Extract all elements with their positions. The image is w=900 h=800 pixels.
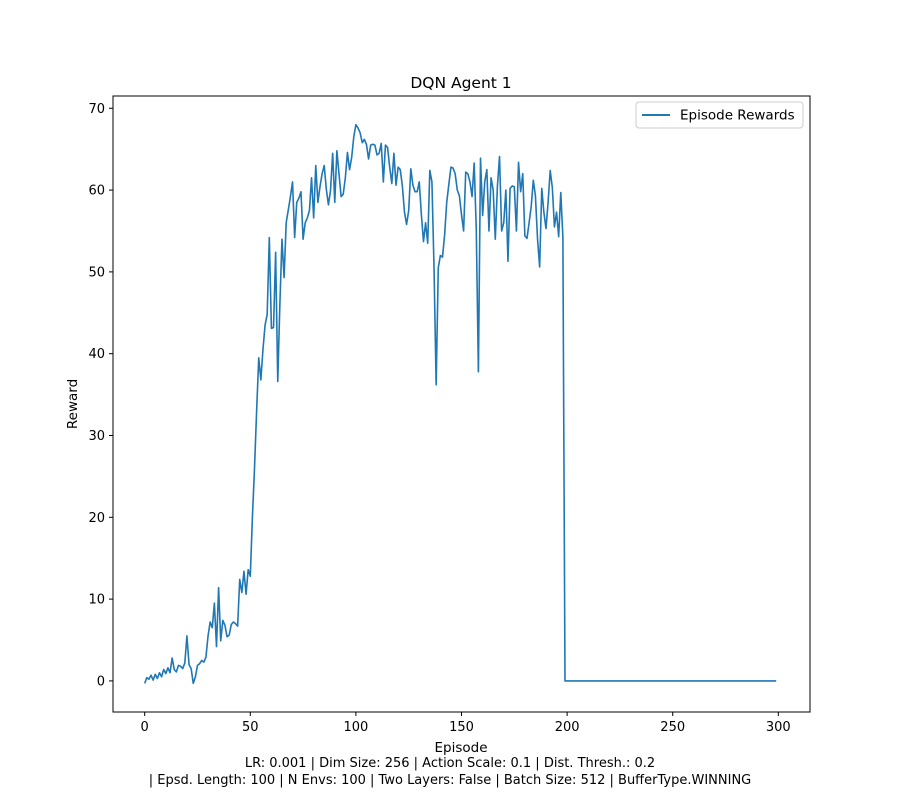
y-tick-label: 20 (88, 511, 105, 526)
y-tick-label: 40 (88, 347, 105, 362)
caption-line-2: | Epsd. Length: 100 | N Envs: 100 | Two … (148, 773, 752, 788)
x-tick-label: 150 (449, 720, 474, 735)
y-tick-label: 30 (88, 429, 105, 444)
x-tick-label: 100 (343, 720, 368, 735)
y-tick-label: 70 (88, 102, 105, 117)
legend-box (635, 101, 804, 129)
y-axis-ticks: 0 10 20 30 40 50 60 70 (88, 102, 113, 689)
y-tick-label: 0 (97, 674, 105, 689)
x-tick-label: 0 (141, 720, 149, 735)
y-tick-label: 60 (88, 184, 105, 199)
plot-lines-group (143, 123, 777, 685)
legend-label: Episode Rewards (680, 108, 795, 124)
y-axis-label: Reward (65, 379, 81, 429)
series-line-0 (143, 123, 777, 685)
legend: Episode Rewards (635, 101, 804, 129)
caption-line-1: LR: 0.001 | Dim Size: 256 | Action Scale… (244, 756, 656, 771)
chart-title: DQN Agent 1 (410, 74, 511, 92)
x-tick-label: 250 (660, 720, 685, 735)
x-axis-ticks: 0 50 100 150 200 250 300 (141, 712, 791, 735)
y-tick-label: 50 (88, 265, 105, 280)
x-tick-label: 50 (242, 720, 259, 735)
x-tick-label: 200 (555, 720, 580, 735)
x-tick-label: 300 (766, 720, 791, 735)
x-axis-label: Episode (434, 740, 487, 756)
y-tick-label: 10 (88, 593, 105, 608)
